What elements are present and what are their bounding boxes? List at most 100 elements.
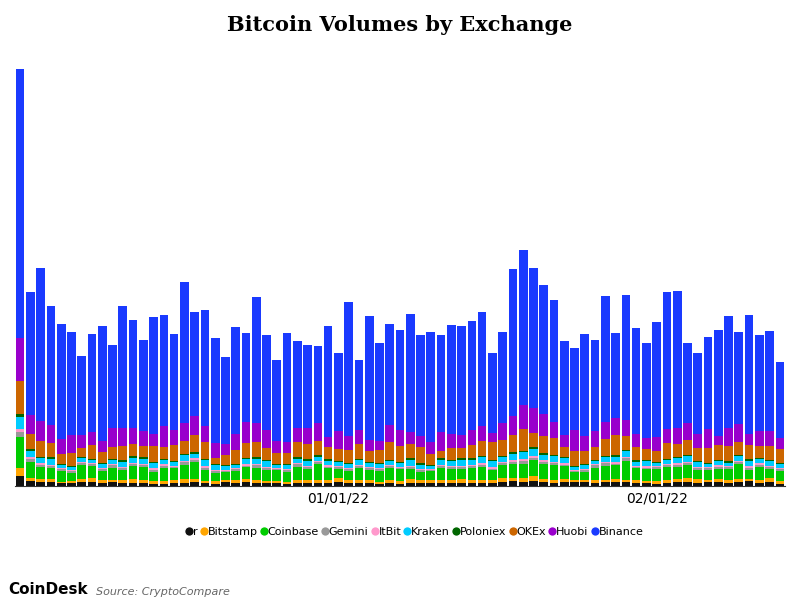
Bar xyxy=(509,435,518,452)
Bar xyxy=(314,461,322,462)
Bar xyxy=(642,483,650,486)
Bar xyxy=(78,461,86,463)
Bar xyxy=(375,482,384,484)
Bar xyxy=(611,334,620,418)
Bar xyxy=(745,466,754,467)
Bar xyxy=(673,458,682,463)
Bar xyxy=(437,335,446,433)
Bar xyxy=(221,481,230,482)
Bar xyxy=(365,316,374,440)
Bar xyxy=(46,464,55,466)
Bar xyxy=(78,463,86,465)
Bar xyxy=(652,481,661,484)
Bar xyxy=(365,482,374,486)
Bar xyxy=(652,463,661,466)
Bar xyxy=(365,469,374,470)
Bar xyxy=(159,459,168,460)
Bar xyxy=(314,346,322,423)
Bar xyxy=(590,464,599,466)
Bar xyxy=(622,458,630,461)
Bar xyxy=(252,459,261,464)
Bar xyxy=(581,470,589,472)
Bar xyxy=(118,470,127,480)
Bar xyxy=(211,470,219,472)
Bar xyxy=(498,455,507,457)
Bar xyxy=(519,452,527,459)
Bar xyxy=(458,435,466,448)
Bar xyxy=(46,307,55,425)
Bar xyxy=(57,465,66,468)
Bar xyxy=(26,451,34,457)
Bar xyxy=(652,466,661,467)
Bar xyxy=(354,460,363,464)
Bar xyxy=(180,455,189,461)
Bar xyxy=(509,452,518,454)
Bar xyxy=(334,431,342,449)
Bar xyxy=(375,464,384,468)
Bar xyxy=(755,463,764,465)
Bar xyxy=(221,465,230,466)
Bar xyxy=(550,483,558,486)
Bar xyxy=(755,480,764,482)
Bar xyxy=(129,320,138,428)
Bar xyxy=(560,341,569,434)
Bar xyxy=(221,357,230,443)
Bar xyxy=(755,446,764,458)
Bar xyxy=(539,285,548,414)
Bar xyxy=(488,467,497,469)
Bar xyxy=(252,442,261,457)
Bar xyxy=(662,443,671,459)
Bar xyxy=(26,434,34,449)
Bar xyxy=(67,471,76,473)
Bar xyxy=(36,467,45,479)
Bar xyxy=(416,470,425,472)
Bar xyxy=(282,452,291,464)
Bar xyxy=(467,480,476,484)
Bar xyxy=(590,466,599,467)
Bar xyxy=(396,330,404,430)
Bar xyxy=(170,461,178,462)
Bar xyxy=(734,482,743,486)
Bar xyxy=(221,443,230,455)
Bar xyxy=(704,448,712,463)
Bar xyxy=(190,454,199,458)
Bar xyxy=(694,434,702,448)
Bar xyxy=(406,458,414,460)
Bar xyxy=(519,459,527,461)
Bar xyxy=(694,461,702,462)
Bar xyxy=(755,467,764,480)
Bar xyxy=(642,343,650,437)
Bar xyxy=(354,444,363,458)
Bar xyxy=(221,455,230,465)
Bar xyxy=(426,471,435,480)
Bar xyxy=(570,480,579,482)
Bar xyxy=(282,472,291,482)
Bar xyxy=(67,332,76,435)
Bar xyxy=(775,463,784,464)
Bar xyxy=(190,452,199,454)
Bar xyxy=(129,464,138,466)
Bar xyxy=(560,458,569,463)
Bar xyxy=(601,462,610,463)
Bar xyxy=(714,460,722,461)
Bar xyxy=(324,483,333,486)
Bar xyxy=(282,465,291,469)
Bar xyxy=(98,468,106,469)
Bar xyxy=(170,483,178,486)
Bar xyxy=(201,466,210,467)
Bar xyxy=(714,445,722,460)
Bar xyxy=(26,481,34,486)
Bar xyxy=(88,478,96,482)
Bar xyxy=(662,483,671,486)
Bar xyxy=(673,463,682,465)
Bar xyxy=(46,457,55,458)
Bar xyxy=(211,443,219,458)
Bar xyxy=(694,467,702,468)
Bar xyxy=(262,430,271,448)
Bar xyxy=(201,442,210,459)
Bar xyxy=(334,466,342,467)
Bar xyxy=(426,464,435,466)
Title: Bitcoin Volumes by Exchange: Bitcoin Volumes by Exchange xyxy=(227,15,573,35)
Bar xyxy=(632,483,641,486)
Bar xyxy=(139,483,148,486)
